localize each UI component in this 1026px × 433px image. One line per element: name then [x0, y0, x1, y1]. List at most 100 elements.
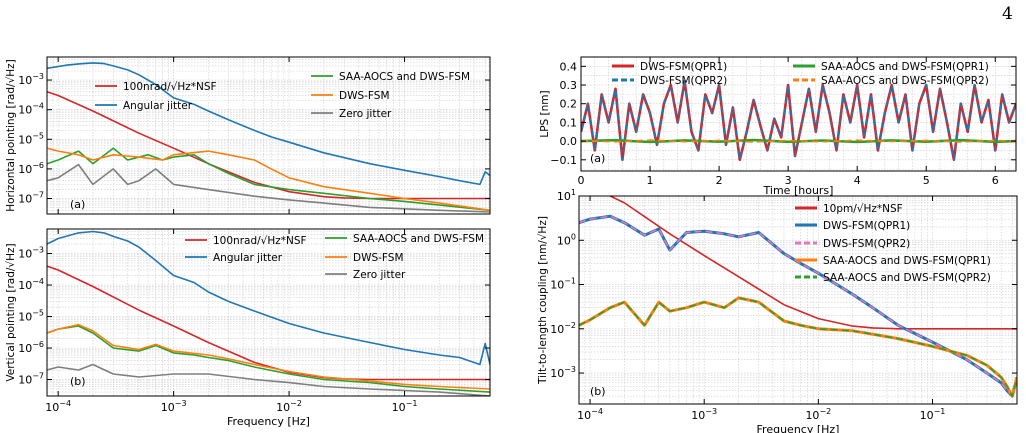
tick-label: 10−5: [18, 131, 44, 146]
tick-label: 10−7: [18, 191, 44, 206]
legend-label: Zero jitter: [353, 269, 406, 281]
tick-base: 10: [45, 401, 59, 414]
tick-label: 1: [647, 174, 654, 187]
tick-base: 10: [920, 409, 934, 422]
series-line-saa-aocs-and-dws-fsm-qpr2-: [581, 139, 1016, 143]
legend-label: 100nrad/√Hz*NSF: [123, 81, 217, 93]
tick-exponent: −3: [32, 72, 44, 81]
tick-label: 10−4: [577, 407, 603, 422]
tick-exponent: −7: [32, 191, 44, 200]
legend-label: Angular jitter: [213, 252, 283, 264]
tick-label: 10−6: [18, 340, 44, 355]
legend-label: SAA-AOCS and DWS-FSM(QPR1): [823, 255, 991, 267]
tick-label: 0.3: [560, 79, 578, 92]
page-number: 4: [1002, 4, 1013, 24]
tick-label: 10−7: [18, 372, 44, 387]
series-line-dws-fsm-qpr2-: [581, 80, 1016, 161]
legend-label: Zero jitter: [339, 108, 392, 120]
series-line-dws-fsm-qpr2-: [579, 215, 1017, 398]
tick-exponent: −4: [32, 277, 44, 286]
tick-label: 10−1: [392, 399, 418, 414]
tick-label: 10−4: [18, 102, 44, 117]
x-axis-label: Frequency [Hz]: [227, 415, 310, 428]
tick-exponent: −4: [32, 102, 44, 111]
tick-base: 10: [18, 342, 32, 355]
series-line-zero-jitter: [47, 163, 490, 213]
series-line-saa-aocs-and-dws-fsm: [47, 147, 490, 212]
plot-frame: [46, 228, 491, 397]
tick-label: 100: [557, 232, 576, 247]
panel-vertical-pointing: 10−4 10−3 10−2 10−110−710−610−510−410−3Freq…: [5, 228, 491, 428]
legend-label: 10pm/√Hz*NSF: [823, 203, 903, 215]
tick-label: 10−3: [550, 365, 576, 380]
tick-label: 0.4: [560, 60, 578, 73]
tick-exponent: −7: [32, 372, 44, 381]
series-line-100nrad-hz-nsf: [47, 265, 490, 381]
tick-base: 10: [557, 190, 571, 203]
tick-label: 10−3: [161, 399, 187, 414]
tick-exponent: −1: [406, 399, 418, 408]
tick-label: 10−1: [550, 277, 576, 292]
tick-label: 0.0: [560, 135, 578, 148]
tick-exponent: −3: [175, 399, 187, 408]
panel-label: (b): [590, 385, 606, 398]
legend-label: SAA-AOCS and DWS-FSM(QPR1): [821, 61, 989, 73]
tick-base: 10: [18, 163, 32, 176]
tick-base: 10: [557, 234, 571, 247]
x-axis-label: Time [hours]: [763, 184, 834, 197]
tick-label: 10−2: [276, 399, 302, 414]
legend: DWS-FSM(QPR1) DWS-FSM(QPR2) SAA-AOCS and D…: [612, 61, 989, 87]
legend-label: DWS-FSM(QPR2): [640, 75, 727, 87]
tick-base: 10: [18, 104, 32, 117]
legend-label: Angular jitter: [123, 100, 193, 112]
legend-label: DWS-FSM: [353, 252, 404, 264]
tick-exponent: −3: [705, 407, 717, 416]
y-axis-label: LPS [nm]: [539, 90, 551, 137]
tick-base: 10: [550, 367, 564, 380]
tick-label: 10−4: [18, 277, 44, 292]
grid: [578, 195, 1017, 405]
tick-label: 0: [578, 174, 585, 187]
tick-base: 10: [691, 409, 705, 422]
series-line-angular-jitter: [47, 230, 490, 366]
plot-frame: [580, 56, 1017, 172]
tick-label: 10−2: [805, 407, 831, 422]
panel-label: (b): [70, 375, 86, 388]
tick-label: 10−5: [18, 309, 44, 324]
tick-exponent: −2: [290, 399, 302, 408]
tick-base: 10: [18, 193, 32, 206]
tick-base: 10: [161, 401, 175, 414]
y-axis-label: Vertical pointing [rad/√Hz]: [5, 243, 17, 381]
tick-exponent: −4: [591, 407, 603, 416]
tick-label: 4: [854, 174, 861, 187]
legend-label: 100nrad/√Hz*NSF: [213, 235, 307, 247]
tick-base: 10: [276, 401, 290, 414]
tick-label: 2: [716, 174, 723, 187]
tick-base: 10: [18, 74, 32, 87]
tick-base: 10: [18, 279, 32, 292]
legend-label: DWS-FSM(QPR1): [640, 61, 727, 73]
tick-exponent: −1: [564, 277, 576, 286]
series-group: [581, 80, 1016, 162]
legend: 10pm/√Hz*NSF DWS-FSM(QPR1) DWS-FSM(QPR2) SA…: [795, 203, 991, 284]
tick-exponent: −2: [564, 321, 576, 330]
series-line-dws-fsm: [47, 323, 490, 390]
series-group: [579, 196, 1017, 398]
x-axis-label: Frequency [Hz]: [757, 423, 840, 433]
tick-label: 10−2: [550, 321, 576, 336]
panel-label: (a): [70, 198, 85, 211]
legend-label: SAA-AOCS and DWS-FSM: [353, 233, 484, 245]
legend: 100nrad/√Hz*NSF Angular jitter SAA-AOCS an…: [95, 71, 470, 120]
series-line-saa-aocs-and-dws-fsm: [47, 325, 490, 393]
y-axis-label: Horizontal pointing [rad/√Hz]: [5, 59, 17, 212]
series-line-zero-jitter: [47, 363, 490, 396]
series-line-saa-aocs-and-dws-fsm-qpr2-: [579, 297, 1017, 398]
tick-exponent: −3: [32, 246, 44, 255]
tick-exponent: −6: [32, 161, 44, 170]
tick-base: 10: [18, 133, 32, 146]
legend-label: DWS-FSM(QPR1): [823, 220, 910, 232]
tick-exponent: −3: [564, 365, 576, 374]
